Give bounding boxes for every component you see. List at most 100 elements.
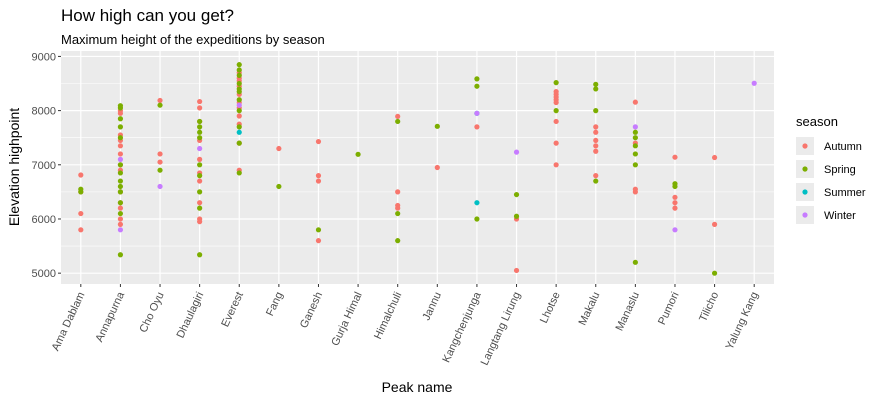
data-point-spring (117, 200, 124, 206)
data-point-spring (276, 183, 282, 190)
data-point-spring (157, 102, 163, 108)
data-point-winter (117, 156, 124, 162)
data-point-spring (117, 135, 124, 141)
data-point-spring (632, 162, 638, 168)
legend-key-spring (802, 166, 808, 172)
data-point-autumn (236, 113, 242, 119)
data-point-winter (157, 183, 163, 190)
data-point-autumn (593, 148, 599, 154)
data-point-autumn (78, 227, 84, 233)
data-point-autumn (197, 200, 203, 206)
chart-title: How high can you get? (61, 6, 234, 25)
data-point-spring (117, 252, 124, 258)
data-point-winter (197, 145, 203, 152)
data-point-spring (395, 118, 401, 125)
x-tick-label: Gurja Himal (329, 290, 364, 348)
data-point-spring (474, 76, 480, 82)
data-point-winter (632, 124, 638, 130)
data-point-winter (672, 227, 678, 233)
data-point-spring (315, 227, 322, 233)
data-point-spring (632, 129, 638, 135)
y-tick-label: 5000 (32, 268, 56, 280)
data-point-autumn (157, 97, 163, 104)
data-point-spring (593, 81, 599, 87)
data-point-spring (593, 108, 599, 114)
legend-title: season (796, 114, 838, 129)
data-point-winter (236, 102, 242, 108)
data-point-spring (632, 135, 638, 141)
x-tick-label: Kangchenjunga (440, 289, 484, 364)
x-tick-label: Yalung Kang (724, 290, 761, 351)
x-tick-label: Cho Oyu (138, 290, 167, 334)
data-point-autumn (593, 173, 599, 179)
data-point-spring (197, 189, 203, 195)
data-point-autumn (593, 143, 599, 149)
data-point-spring (711, 270, 718, 276)
data-point-autumn (117, 151, 124, 157)
y-axis-title: Elevation highpoint (6, 108, 22, 226)
data-point-spring (117, 178, 124, 184)
data-point-spring (632, 143, 638, 149)
data-point-spring (553, 80, 559, 86)
data-point-autumn (78, 172, 84, 178)
y-tick-label: 6000 (32, 214, 56, 226)
x-tick-label: Dhaulagiri (175, 290, 207, 340)
data-point-autumn (395, 113, 401, 120)
y-axis: 5000 6000 7000 8000 9000 (32, 51, 61, 280)
data-point-spring (78, 189, 84, 195)
grid-minor (61, 83, 774, 247)
legend-label-summer: Summer (824, 187, 866, 199)
legend-key-winter (802, 212, 808, 218)
data-point-autumn (117, 110, 124, 116)
legend-key-autumn (802, 143, 808, 149)
data-point-autumn (315, 138, 322, 145)
x-tick-label: Manaslu (614, 290, 642, 333)
x-tick-label: Pumori (656, 290, 682, 327)
data-point-spring (197, 118, 203, 125)
data-point-autumn (632, 189, 638, 195)
data-point-autumn (117, 143, 124, 149)
data-point-autumn (315, 178, 322, 184)
data-point-autumn (276, 145, 282, 152)
data-point-spring (434, 123, 440, 129)
data-point-spring (117, 189, 124, 195)
data-point-autumn (197, 219, 203, 225)
data-point-autumn (553, 140, 559, 146)
data-point-autumn (711, 221, 718, 227)
data-point-autumn (315, 238, 322, 244)
data-point-spring (395, 238, 401, 244)
data-point-spring (117, 116, 124, 122)
legend: season Autumn Spring Summer Winter (796, 114, 866, 224)
data-point-autumn (117, 216, 124, 222)
data-point-spring (236, 72, 242, 78)
data-point-spring (197, 252, 203, 258)
data-point-spring (197, 124, 203, 130)
data-point-spring (632, 151, 638, 157)
data-point-spring (593, 86, 599, 92)
data-point-autumn (711, 154, 718, 161)
x-tick-label: Tilicho (697, 290, 721, 324)
data-point-spring (117, 210, 124, 217)
data-point-winter (751, 80, 757, 86)
x-tick-label: Lhotse (538, 290, 563, 325)
data-point-winter (513, 149, 520, 155)
data-point-spring (395, 210, 401, 217)
x-axis: Ama Dablam Annapurna Cho Oyu Dhaulagiri Ever… (50, 284, 761, 367)
data-point-winter (474, 110, 480, 116)
data-point-spring (117, 124, 124, 130)
data-point-summer (474, 200, 480, 206)
data-point-autumn (474, 124, 480, 130)
data-point-autumn (157, 159, 163, 165)
x-tick-label: Himalchuli (372, 290, 404, 341)
data-point-autumn (197, 178, 203, 184)
data-point-autumn (672, 200, 678, 206)
data-point-spring (236, 108, 242, 114)
data-point-autumn (197, 105, 203, 111)
data-point-spring (474, 216, 480, 222)
data-point-spring (197, 129, 203, 135)
data-point-summer (236, 129, 242, 135)
data-point-spring (197, 205, 203, 211)
data-point-spring (672, 183, 678, 190)
data-point-spring (236, 89, 242, 95)
